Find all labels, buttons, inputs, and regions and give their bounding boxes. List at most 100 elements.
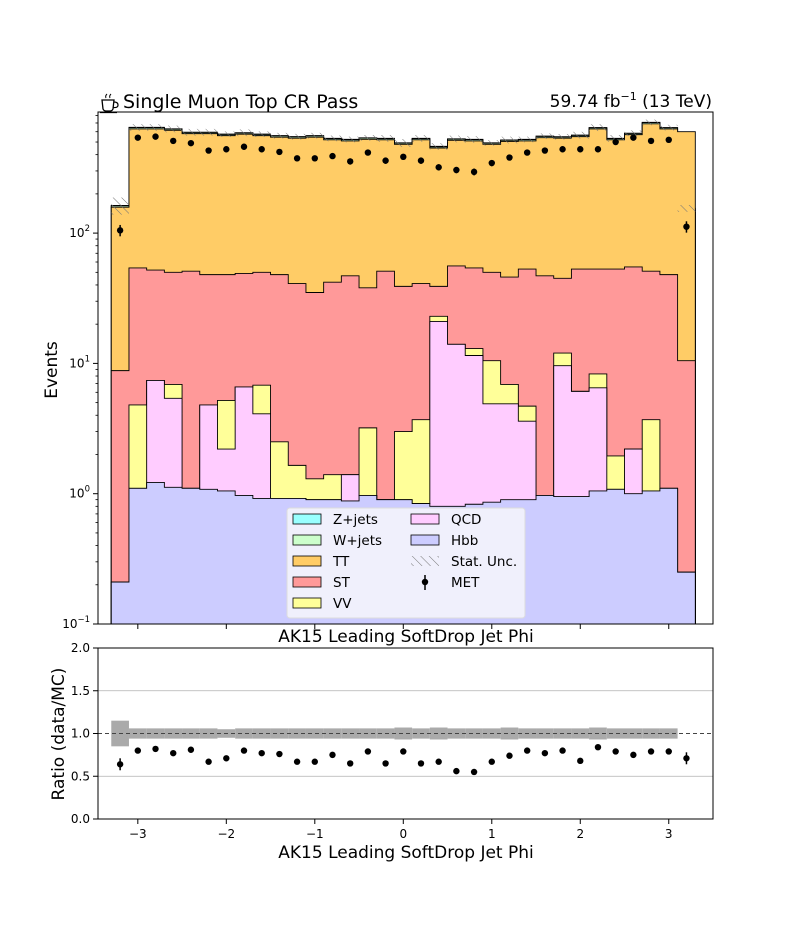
- main-frame: [97, 111, 714, 625]
- title-group: Single Muon Top CR Pass: [100, 91, 358, 114]
- stat-unc-bin: [500, 136, 519, 144]
- ratio-point: [577, 757, 584, 765]
- stat-unc-bin: [146, 124, 165, 131]
- stat-unc-bin: [359, 135, 377, 141]
- ratio-point: [258, 749, 265, 757]
- data-point: [577, 146, 584, 153]
- data-point: [293, 155, 301, 162]
- ratio-band-bin: [235, 728, 253, 739]
- legend-label: VV: [333, 596, 352, 612]
- y-tick-label: 101: [69, 354, 90, 370]
- ratio-point: [417, 760, 425, 767]
- ratio-point: [293, 758, 301, 765]
- ratio-x-tick-label: 0: [399, 827, 407, 841]
- legend-label: Z+jets: [333, 512, 378, 528]
- stat-unc-bin: [111, 197, 129, 215]
- legend-entry-vv: VV: [292, 596, 352, 612]
- stat-unc-bin: [376, 135, 395, 142]
- ratio-point: [488, 758, 495, 765]
- main-plot: 10−1 100 101 102 Events AK15 Leading SoftDr…: [42, 111, 714, 647]
- legend-entry-stat-unc-: Stat. Unc.: [411, 554, 517, 570]
- legend-swatch: [410, 513, 440, 525]
- ratio-y-tick-label: 0.5: [71, 769, 90, 783]
- data-point: [647, 137, 655, 145]
- ratio-points: [116, 743, 690, 776]
- legend-swatch: [411, 556, 439, 566]
- data-point: [152, 133, 159, 140]
- data-point: [170, 137, 177, 145]
- data-point: [488, 159, 495, 167]
- stat-unc-bin: [518, 136, 537, 143]
- legend-swatch: [410, 534, 440, 546]
- ratio-point: [346, 760, 354, 767]
- data-point: [541, 147, 549, 154]
- ratio-band-bin: [571, 728, 590, 739]
- legend-label: Stat. Unc.: [451, 554, 517, 570]
- stat-unc-bin: [659, 124, 678, 131]
- stat-unc-bin: [642, 119, 660, 126]
- legend-label: Hbb: [451, 533, 478, 549]
- legend-entry-z-jets: Z+jets: [292, 512, 378, 528]
- y-tick-label: 102: [69, 224, 90, 240]
- stat-unc-bin: [429, 143, 448, 150]
- stat-unc-bin: [128, 124, 147, 131]
- main-xlabel: AK15 Leading SoftDrop Jet Phi: [278, 627, 533, 647]
- ratio-x-tick-label: 1: [488, 827, 496, 841]
- stat-unc-bin: [624, 130, 643, 137]
- ratio-plot: 0.0 0.5 1.0 1.5 2.0 −3 −2 −1 0 1 2 3 Ratio (data/M…: [49, 641, 714, 863]
- ratio-y-tick-label: 1.5: [71, 684, 90, 698]
- data-point: [187, 139, 195, 147]
- ratio-point: [683, 755, 690, 762]
- data-point: [346, 158, 354, 165]
- legend-label: TT: [332, 554, 350, 570]
- data-point: [523, 149, 531, 156]
- ratio-band-bin: [606, 728, 625, 739]
- ratio-x-tick-label: −1: [306, 827, 324, 841]
- stat-unc-bin: [217, 131, 236, 138]
- ratio-y-tick-label: 0.0: [71, 812, 90, 826]
- ratio-point: [240, 747, 248, 754]
- data-point: [382, 157, 389, 164]
- stat-unc-bin: [182, 128, 200, 136]
- luminosity-label: 59.74 fb−1 (13 TeV): [550, 90, 712, 112]
- stat-unc-layer: [111, 119, 696, 215]
- ratio-x-tick-label: −3: [129, 827, 147, 841]
- legend-entry-st: ST: [292, 575, 351, 591]
- legend-frame: [286, 507, 526, 619]
- legend: Z+jets W+jets TT ST VV QCD Hbb Stat. Unc. MET: [286, 507, 526, 619]
- ratio-point: [205, 758, 212, 765]
- ratio-point: [594, 743, 602, 751]
- stat-unc-bin: [305, 132, 324, 139]
- stat-unc-bin: [323, 135, 342, 142]
- stat-unc-bin: [553, 133, 572, 140]
- data-point: [417, 157, 425, 164]
- stat-unc-bin: [199, 128, 218, 136]
- data-point: [470, 168, 478, 176]
- ratio-point: [453, 767, 460, 775]
- ratio-x-tick-label: −2: [217, 827, 235, 841]
- ratio-band-bin: [500, 727, 519, 740]
- data-point: [630, 134, 637, 141]
- ratio-y-tick-label: 1.0: [71, 727, 90, 741]
- ratio-x-tick-label: 2: [576, 827, 584, 841]
- ratio-point: [311, 758, 318, 765]
- ratio-band-bin: [164, 728, 183, 739]
- data-layer: [116, 133, 690, 237]
- ratio-band-bin: [305, 728, 324, 739]
- legend-swatch: [292, 576, 322, 588]
- ratio-point: [187, 746, 195, 753]
- chart-title: Single Muon Top CR Pass: [123, 91, 358, 113]
- stat-unc-bin: [412, 135, 430, 142]
- ratio-band-bin: [394, 727, 413, 740]
- ratio-point: [470, 768, 478, 776]
- legend-entry-tt: TT: [292, 554, 350, 570]
- data-point: [116, 227, 124, 234]
- legend-entry-qcd: QCD: [410, 512, 481, 528]
- ratio-point: [152, 745, 159, 753]
- ratio-point: [329, 751, 336, 759]
- ratio-band-bin: [270, 728, 289, 739]
- main-ylabel: Events: [42, 341, 62, 399]
- ratio-point: [665, 748, 672, 755]
- legend-swatch: [292, 513, 322, 525]
- stat-unc-bin: [571, 131, 590, 139]
